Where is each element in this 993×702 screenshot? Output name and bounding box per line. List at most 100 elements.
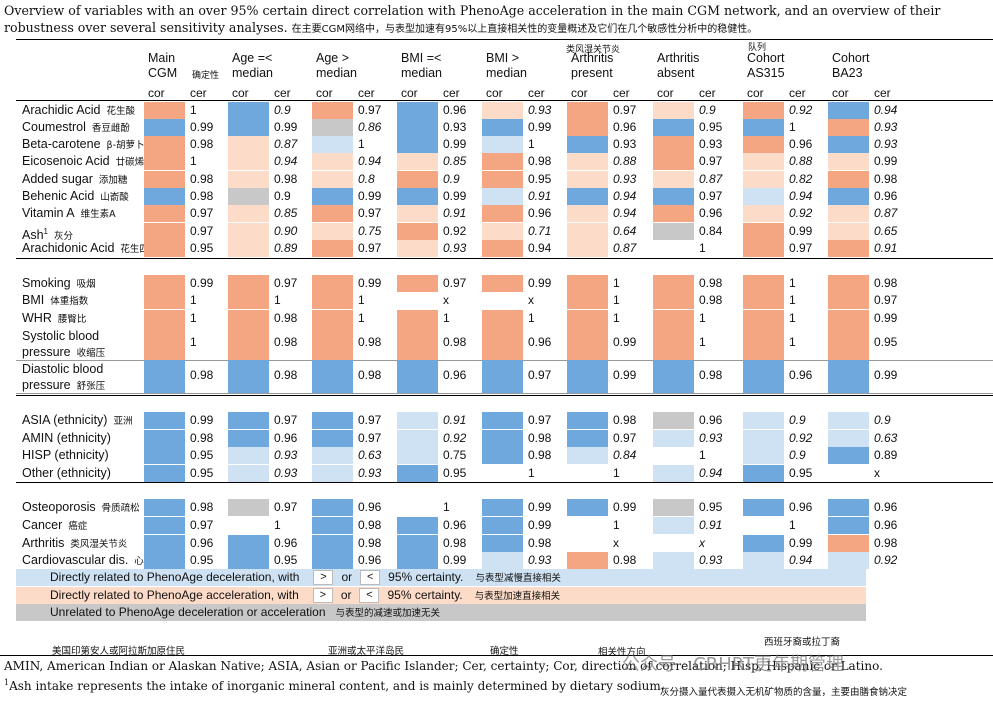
cer-value: 0.98 xyxy=(358,518,382,532)
cer-value: 0.99 xyxy=(274,120,298,134)
cer-value: 0.9 xyxy=(274,189,291,203)
cer-value: 0.96 xyxy=(874,518,898,532)
cer-value: 0.96 xyxy=(274,431,298,445)
cer-value: 0.88 xyxy=(789,154,813,168)
table-row: AMIN (ethnicity) 0.98 0.96 0.97 0.92 0.98 0.97… xyxy=(0,430,993,447)
legend-label: Unrelated to PhenoAge deceleration or ac… xyxy=(50,605,326,619)
cer-value: 0.85 xyxy=(443,154,467,168)
cor-swatch xyxy=(312,205,353,222)
cer-value: 0.99 xyxy=(789,224,813,238)
legend-label: Directly related to PhenoAge acceleratio… xyxy=(50,588,299,602)
cer-value: 0.88 xyxy=(613,154,637,168)
cor-swatch xyxy=(228,552,269,569)
cer-value: 0.95 xyxy=(443,466,467,480)
bottom-cn-label: 美国印第安人或阿拉斯加原住民 xyxy=(52,646,186,657)
cor-swatch xyxy=(228,292,269,309)
cor-swatch xyxy=(653,327,694,360)
cor-swatch xyxy=(228,119,269,136)
cor-swatch xyxy=(482,447,523,464)
cor-swatch xyxy=(228,205,269,222)
column-header: Age > median xyxy=(316,51,357,81)
variable-label-cn: 维生素A xyxy=(80,209,116,220)
table-row: Diastolic blood pressure 舒张压 0.98 0.98 0.98 0… xyxy=(0,360,993,394)
cer-value: 0.97 xyxy=(613,103,637,117)
cer-value: x xyxy=(528,293,534,307)
cer-value: 0.99 xyxy=(443,137,467,151)
cer-value: 0.98 xyxy=(528,536,552,550)
variable-label: Arachidonic Acid xyxy=(22,241,115,255)
cor-swatch xyxy=(482,517,523,534)
sub-header-cer: cer xyxy=(443,86,460,100)
cer-value: 0.96 xyxy=(789,500,813,514)
row-variable-name: WHR 腰臀比 xyxy=(22,311,86,327)
cer-value: 0.64 xyxy=(613,224,637,238)
cer-value: 0.99 xyxy=(190,120,214,134)
cer-value: 0.9 xyxy=(443,172,460,186)
cer-value: 0.96 xyxy=(358,500,382,514)
cer-value: 0.97 xyxy=(274,276,298,290)
legend-text-cn: 与表型的减速或加速无关 xyxy=(335,608,441,619)
cor-swatch xyxy=(653,447,694,464)
cor-swatch xyxy=(397,552,438,569)
variable-label: Added sugar xyxy=(22,172,93,186)
row-variable-name: Vitamin A 维生素A xyxy=(22,206,116,222)
cer-value: 0.63 xyxy=(358,448,382,462)
cor-swatch xyxy=(567,171,608,188)
variable-label-cn: β-胡萝卜素 xyxy=(106,140,155,151)
column-header-line1: Arthritis xyxy=(657,51,700,65)
cer-value: 1 xyxy=(358,137,365,151)
cor-swatch xyxy=(312,447,353,464)
cer-value: 0.93 xyxy=(274,448,298,462)
cer-value: 0.99 xyxy=(443,189,467,203)
cer-value: 1 xyxy=(699,311,706,325)
cer-value: 0.9 xyxy=(789,448,806,462)
cor-swatch xyxy=(144,102,185,119)
cer-value: 0.94 xyxy=(528,241,552,255)
sub-header-cer: cer xyxy=(274,86,291,100)
row-variable-name: HISP (ethnicity) xyxy=(22,448,109,463)
cer-value: 1 xyxy=(190,293,197,307)
cer-value: 0.96 xyxy=(274,536,298,550)
watermark: 公众号 · CRHRT更年期管理 xyxy=(622,654,844,675)
sub-header-cer: cer xyxy=(190,86,207,100)
cor-swatch xyxy=(312,153,353,170)
cer-value: 0.99 xyxy=(613,500,637,514)
cer-value: 0.98 xyxy=(528,431,552,445)
cer-value: 0.75 xyxy=(443,448,467,462)
cer-value: 0.84 xyxy=(613,448,637,462)
column-header-line2: median xyxy=(232,66,273,80)
cor-swatch xyxy=(312,499,353,516)
cor-swatch xyxy=(228,171,269,188)
table-row: Eicosenoic Acid 廿碳烯酸 1 0.94 0.94 0.85 0.98 0.88… xyxy=(0,153,993,170)
cer-value: 0.94 xyxy=(613,189,637,203)
cer-value: 0.97 xyxy=(358,431,382,445)
cer-value: 0.96 xyxy=(613,120,637,134)
cer-value: 1 xyxy=(613,311,620,325)
cor-swatch xyxy=(144,535,185,552)
cer-value: 0.97 xyxy=(358,103,382,117)
cor-swatch xyxy=(482,327,523,360)
cer-value: 0.98 xyxy=(358,335,382,349)
sub-header-cer: cer xyxy=(699,86,716,100)
cer-value: 0.94 xyxy=(358,154,382,168)
row-variable-name: AMIN (ethnicity) xyxy=(22,431,111,446)
cor-swatch xyxy=(482,412,523,429)
cor-swatch xyxy=(228,102,269,119)
column-header: BMI > median xyxy=(486,51,527,81)
cer-value: 0.98 xyxy=(874,172,898,186)
header-rule xyxy=(16,100,993,101)
cor-swatch xyxy=(567,327,608,360)
cer-value: 0.91 xyxy=(443,206,467,220)
sub-header-cor: cor xyxy=(832,86,849,100)
cer-value: 0.91 xyxy=(443,413,467,427)
cor-swatch xyxy=(144,310,185,327)
variable-label: Smoking xyxy=(22,276,71,290)
bottom-cn-label: 相关性方向 xyxy=(598,647,646,658)
cor-swatch xyxy=(144,327,185,360)
cer-value: 0.92 xyxy=(789,103,813,117)
sub-header-cer: cer xyxy=(789,86,806,100)
cor-swatch xyxy=(743,171,784,188)
cor-swatch xyxy=(653,430,694,447)
table-row: Smoking 吸烟 0.99 0.97 0.99 0.97 0.99 1 0.98 1 0.98 xyxy=(0,275,993,292)
cor-swatch xyxy=(482,223,523,240)
